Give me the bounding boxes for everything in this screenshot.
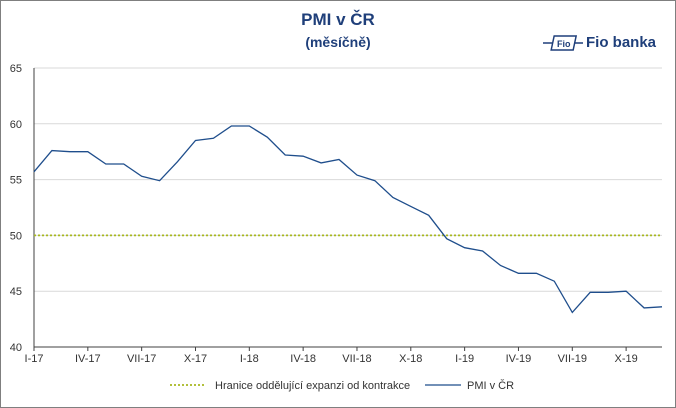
- chart-subtitle: (měsíčně): [305, 34, 371, 50]
- svg-text:Fio: Fio: [557, 39, 571, 49]
- x-tick-label: VII-19: [558, 353, 587, 365]
- y-tick-label: 50: [10, 230, 22, 242]
- x-axis-ticks: I-17 IV-17 VII-17 X-17 I-18 IV-18 VII-18 X-18 I-…: [25, 347, 638, 365]
- x-tick-label: I-19: [455, 353, 474, 365]
- x-tick-label: I-17: [25, 353, 44, 365]
- y-axis-ticks: 40 45 50 55 60 65: [10, 63, 22, 354]
- y-tick-label: 60: [10, 119, 22, 131]
- series-lines: [33, 125, 663, 314]
- x-tick-label: IV-19: [506, 353, 532, 365]
- x-tick-label: VII-17: [127, 353, 156, 365]
- y-tick-label: 40: [10, 342, 22, 354]
- brand-name: Fio banka: [586, 34, 657, 51]
- y-tick-label: 65: [10, 63, 22, 75]
- x-tick-label: IV-17: [75, 353, 101, 365]
- x-tick-label: VII-18: [342, 353, 371, 365]
- pmi-series-line: [33, 125, 663, 314]
- legend-label: Hranice oddělující expanzi od kontrakce: [215, 380, 410, 392]
- x-tick-label: IV-18: [290, 353, 316, 365]
- x-tick-label: I-18: [240, 353, 259, 365]
- y-tick-label: 45: [10, 286, 22, 298]
- chart-title: PMI v ČR: [301, 10, 375, 29]
- fio-logo-icon: Fio: [543, 35, 583, 51]
- legend-label: PMI v ČR: [467, 379, 514, 392]
- x-tick-label: X-19: [614, 353, 637, 365]
- legend: Hranice oddělující expanzi od kontrakce P…: [170, 379, 514, 392]
- y-tick-label: 55: [10, 175, 22, 187]
- x-tick-label: X-17: [184, 353, 207, 365]
- x-tick-label: X-18: [399, 353, 422, 365]
